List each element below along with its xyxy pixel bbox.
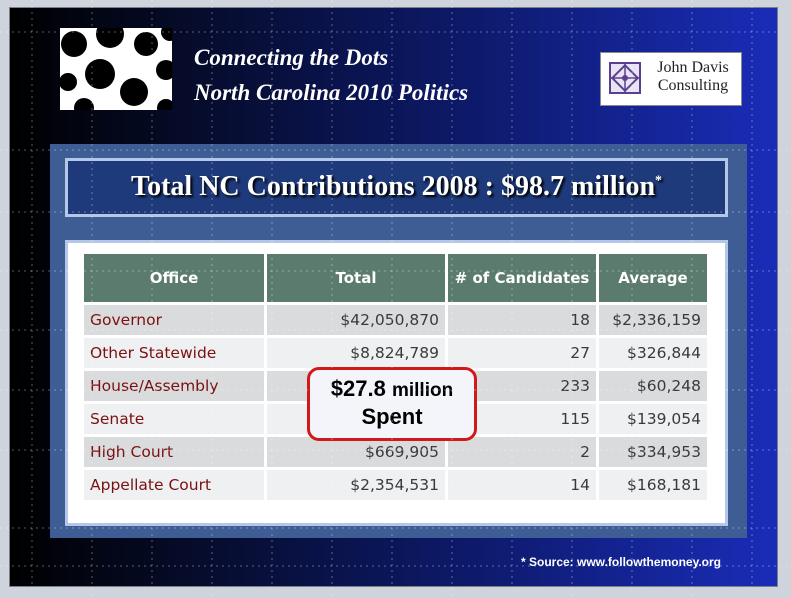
john-davis-consulting-logo: John Davis Consulting — [600, 52, 742, 106]
dots-logo-icon — [60, 28, 172, 110]
callout-amount: $27.8 — [330, 376, 386, 401]
cell-candidates: 14 — [448, 470, 596, 500]
table-row: Appellate Court $2,354,531 14 $168,181 — [84, 470, 707, 500]
column-header-candidates: # of Candidates — [448, 254, 596, 302]
slide-title-line1: Connecting the Dots — [194, 45, 389, 70]
cell-office: Governor — [84, 305, 264, 335]
column-header-office: Office — [84, 254, 264, 302]
callout-line1: $27.8 million — [310, 376, 474, 402]
cell-average: $2,336,159 — [599, 305, 707, 335]
logo-text-line1: John Davis — [657, 59, 729, 76]
content-panel: Total NC Contributions 2008 : $98.7 mill… — [50, 144, 747, 538]
jdc-emblem-icon — [609, 62, 641, 94]
source-footnote: * Source: www.followthemoney.org — [521, 555, 722, 569]
cell-average: $168,181 — [599, 470, 707, 500]
column-header-average: Average — [599, 254, 707, 302]
table-row: High Court $669,905 2 $334,953 — [84, 437, 707, 467]
cell-total: $8,824,789 — [267, 338, 445, 368]
slide-title-line2: North Carolina 2010 Politics — [194, 80, 469, 105]
cell-candidates: 2 — [448, 437, 596, 467]
cell-office: Appellate Court — [84, 470, 264, 500]
slide: Connecting the Dots North Carolina 2010 … — [10, 8, 777, 586]
logo-text-line2: Consulting — [657, 77, 729, 94]
callout-line2: Spent — [361, 404, 423, 429]
header-footnote-mark: * — [655, 173, 663, 189]
table-frame: Office Total # of Candidates Average Gov… — [65, 240, 728, 526]
cell-average: $326,844 — [599, 338, 707, 368]
cell-average: $334,953 — [599, 437, 707, 467]
cell-candidates: 27 — [448, 338, 596, 368]
table-row: Governor $42,050,870 18 $2,336,159 — [84, 305, 707, 335]
cell-office: High Court — [84, 437, 264, 467]
callout-unit: million — [391, 380, 454, 401]
header-title: Total NC Contributions 2008 : $98.7 mill… — [68, 171, 725, 203]
header-title-text: Total NC Contributions 2008 : $98.7 mill… — [130, 171, 656, 202]
header-box: Total NC Contributions 2008 : $98.7 mill… — [65, 158, 728, 217]
cell-total: $42,050,870 — [267, 305, 445, 335]
column-header-total: Total — [267, 254, 445, 302]
cell-average: $139,054 — [599, 404, 707, 434]
cell-office: Senate — [84, 404, 264, 434]
cell-candidates: 18 — [448, 305, 596, 335]
logo-text: John Davis Consulting — [647, 59, 739, 95]
cell-office: House/Assembly — [84, 371, 264, 401]
spent-callout: $27.8 million Spent — [307, 367, 477, 441]
cell-average: $60,248 — [599, 371, 707, 401]
cell-total: $2,354,531 — [267, 470, 445, 500]
cell-total: $669,905 — [267, 437, 445, 467]
table-header-row: Office Total # of Candidates Average — [84, 254, 707, 302]
cell-office: Other Statewide — [84, 338, 264, 368]
contributions-table: Office Total # of Candidates Average Gov… — [81, 251, 710, 503]
table-row: Other Statewide $8,824,789 27 $326,844 — [84, 338, 707, 368]
